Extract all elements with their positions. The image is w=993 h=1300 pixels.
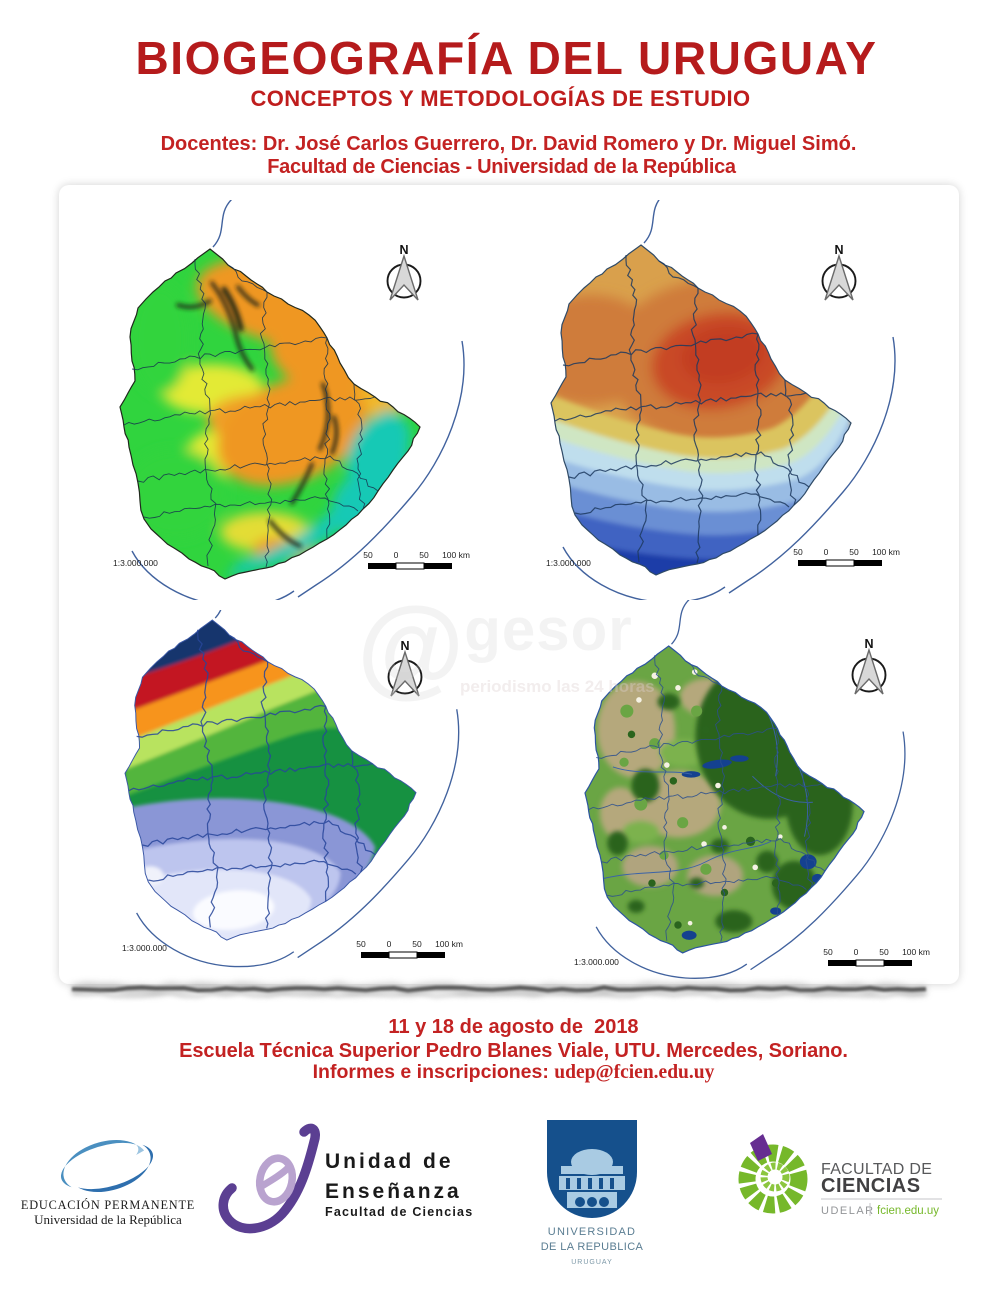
svg-text:100 km: 100 km [435, 939, 463, 949]
svg-text:Facultad de Ciencias: Facultad de Ciencias [325, 1205, 473, 1219]
svg-text:50: 50 [356, 939, 366, 949]
svg-text:50: 50 [849, 547, 859, 557]
svg-text:50: 50 [879, 947, 889, 957]
svg-text:CIENCIAS: CIENCIAS [821, 1175, 921, 1197]
svg-text:N: N [399, 243, 408, 257]
svg-text:0: 0 [824, 547, 829, 557]
svg-text:0: 0 [387, 939, 392, 949]
svg-text:fcien.edu.uy: fcien.edu.uy [877, 1205, 939, 1217]
svg-text:1:3.000.000: 1:3.000.000 [122, 943, 167, 953]
svg-text:50: 50 [412, 939, 422, 949]
svg-text:FACULTAD DE: FACULTAD DE [821, 1161, 932, 1178]
svg-text:50: 50 [419, 550, 429, 560]
svg-text:100 km: 100 km [872, 547, 900, 557]
svg-text:UDELAR: UDELAR [821, 1205, 875, 1217]
svg-text:1:3.000.000: 1:3.000.000 [574, 957, 619, 967]
svg-text:URUGUAY: URUGUAY [571, 1259, 612, 1266]
svg-text:0: 0 [854, 947, 859, 957]
svg-text:0: 0 [394, 550, 399, 560]
svg-text:Unidad de: Unidad de [325, 1150, 454, 1173]
svg-text:100 km: 100 km [442, 550, 470, 560]
svg-text:100 km: 100 km [902, 947, 930, 957]
svg-text:DE LA REPUBLICA: DE LA REPUBLICA [541, 1241, 644, 1253]
svg-text:50: 50 [363, 550, 373, 560]
svg-text:50: 50 [793, 547, 803, 557]
svg-text:EDUCACIÓN PERMANENTE: EDUCACIÓN PERMANENTE [21, 1198, 195, 1212]
svg-text:N: N [864, 637, 873, 651]
svg-text:N: N [834, 243, 843, 257]
svg-text:1:3.000.000: 1:3.000.000 [546, 558, 591, 568]
svg-text:N: N [400, 639, 409, 653]
svg-text:1:3.000.000: 1:3.000.000 [113, 558, 158, 568]
svg-text:Enseñanza: Enseñanza [325, 1180, 462, 1203]
svg-text:50: 50 [823, 947, 833, 957]
svg-text:Universidad de la República: Universidad de la República [34, 1212, 182, 1227]
svg-text:UNIVERSIDAD: UNIVERSIDAD [548, 1226, 636, 1238]
